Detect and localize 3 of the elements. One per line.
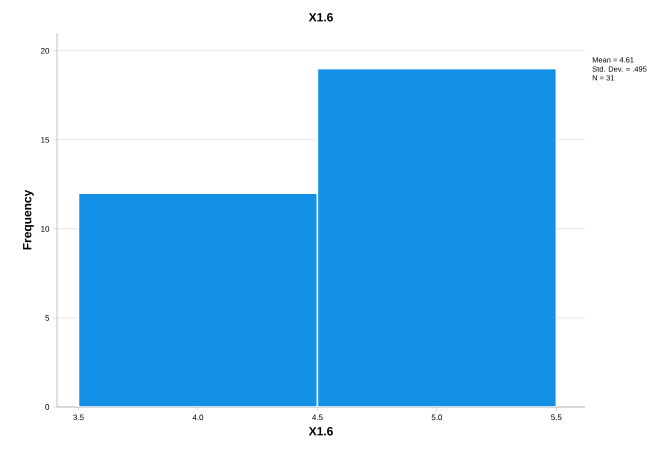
chart-title: X1.6	[308, 13, 333, 22]
y-axis-title: Frequency	[23, 190, 34, 250]
x-axis-title: X1.6	[308, 427, 333, 436]
